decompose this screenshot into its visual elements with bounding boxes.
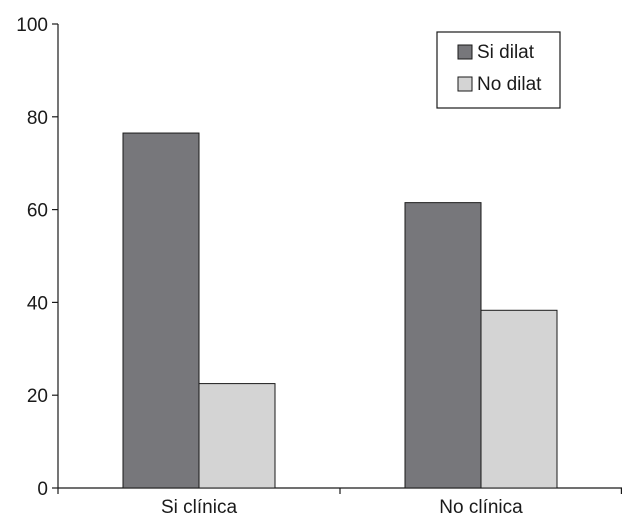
x-tick-label: No clínica [439, 497, 523, 518]
y-tick-label: 80 [27, 108, 48, 129]
bars [122, 132, 558, 489]
y-tick-label: 60 [27, 201, 48, 222]
legend-swatch [457, 76, 473, 92]
y-tick-label: 20 [27, 386, 48, 407]
y-axis: 0 20 40 60 80 100 [16, 15, 59, 500]
legend-swatch [457, 44, 473, 60]
legend-label: Si dilat [477, 42, 535, 63]
x-tick-label: Si clínica [161, 497, 237, 518]
y-tick-label: 40 [27, 293, 48, 314]
bar-si-dilat [404, 202, 482, 489]
bar-no-dilat [480, 309, 558, 489]
legend-label: No dilat [477, 74, 542, 95]
bar-no-dilat [198, 383, 276, 489]
legend: Si dilat No dilat [436, 31, 561, 109]
bar-si-dilat [122, 132, 200, 489]
x-axis: Si clínica No clínica [57, 487, 622, 518]
y-tick-label: 0 [37, 479, 48, 500]
y-tick-label: 100 [16, 15, 48, 36]
